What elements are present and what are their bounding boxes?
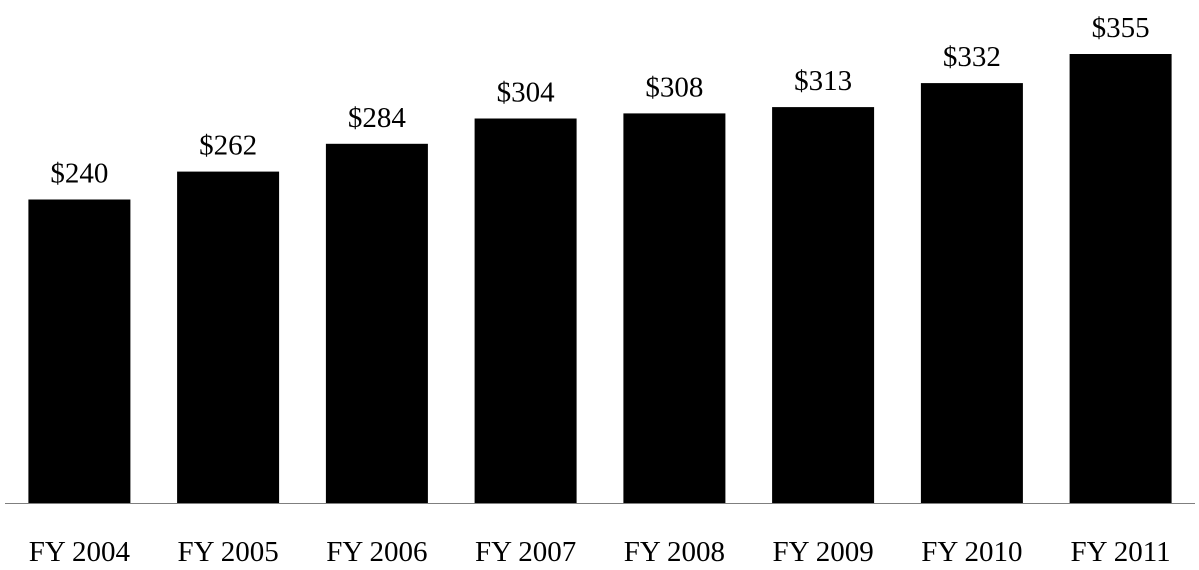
- x-tick-label-fy-2011: FY 2011: [1071, 536, 1171, 568]
- bar-fy-2011: [1069, 54, 1172, 503]
- bars-group: [28, 54, 1172, 504]
- bar-fy-2010: [920, 83, 1023, 503]
- data-label-fy-2010: $332: [943, 41, 1001, 73]
- data-label-fy-2007: $304: [497, 77, 556, 109]
- data-label-fy-2005: $262: [199, 130, 257, 162]
- data-label-fy-2009: $313: [794, 65, 852, 97]
- x-tick-label-fy-2008: FY 2008: [624, 536, 725, 568]
- bar-fy-2006: [325, 143, 428, 504]
- bar-fy-2004: [28, 199, 131, 503]
- x-tick-label-fy-2004: FY 2004: [29, 536, 131, 568]
- x-tick-labels-group: FY 2004 FY 2005 FY 2006 FY 2007 FY 2008 FY 20…: [29, 536, 1171, 568]
- data-label-fy-2008: $308: [645, 71, 703, 103]
- x-tick-label-fy-2005: FY 2005: [177, 536, 278, 568]
- data-labels-group: $240 $262 $284 $304 $308 $313 $332 $355: [50, 12, 1149, 190]
- x-tick-label-fy-2007: FY 2007: [475, 536, 576, 568]
- x-tick-label-fy-2010: FY 2010: [921, 536, 1022, 568]
- x-tick-label-fy-2006: FY 2006: [326, 536, 427, 568]
- bar-fy-2009: [772, 107, 875, 503]
- data-label-fy-2006: $284: [348, 102, 407, 134]
- bar-fy-2008: [623, 113, 726, 504]
- x-tick-label-fy-2009: FY 2009: [772, 536, 873, 568]
- bar-fy-2005: [177, 171, 280, 503]
- data-label-fy-2011: $355: [1092, 12, 1150, 44]
- data-label-fy-2004: $240: [50, 158, 108, 190]
- bar-fy-2007: [474, 118, 577, 503]
